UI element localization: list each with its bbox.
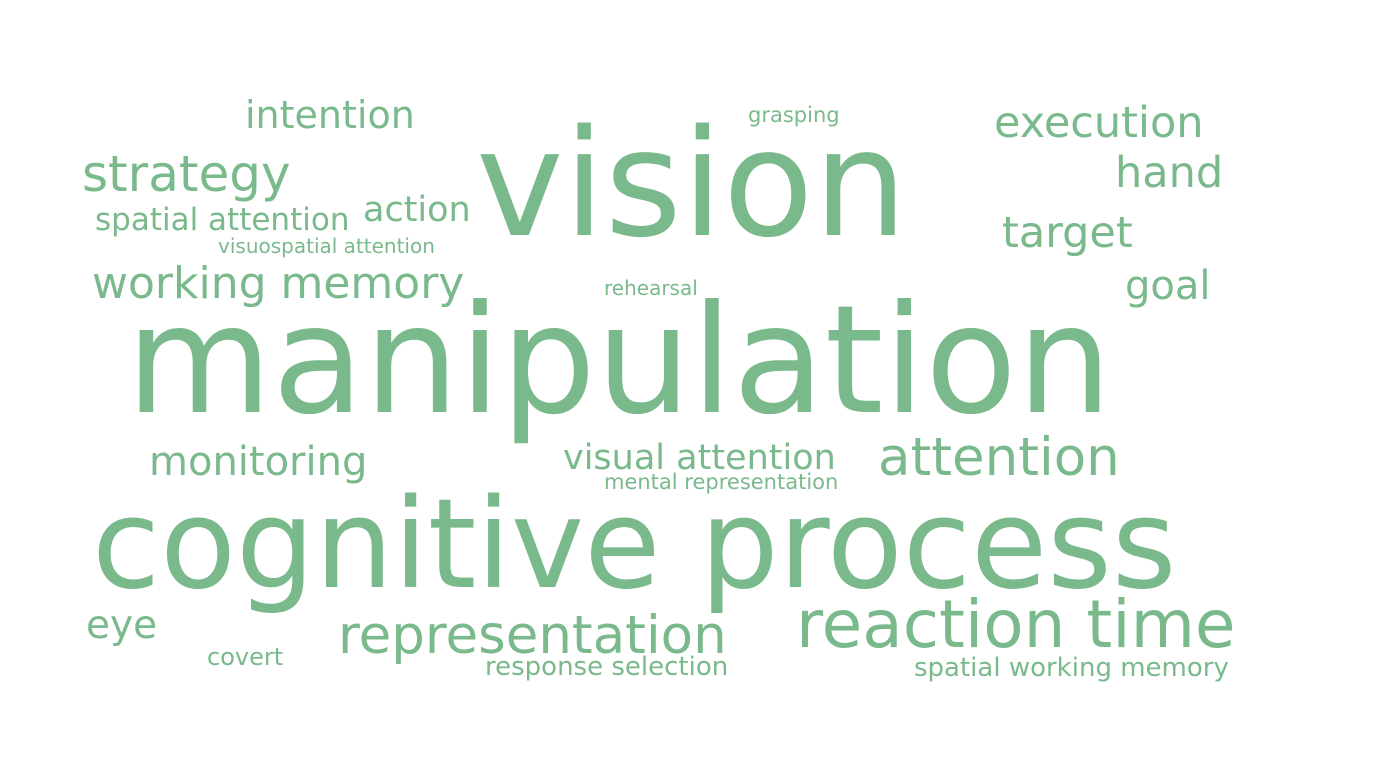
word-attention: attention (878, 427, 1120, 488)
word-intention: intention (245, 93, 415, 137)
word-goal: goal (1125, 263, 1211, 309)
word-response-selection: response selection (485, 652, 729, 682)
word-spatial-attention: spatial attention (95, 202, 350, 238)
word-eye: eye (86, 603, 158, 648)
word-grasping: grasping (748, 103, 840, 127)
word-rehearsal: rehearsal (604, 276, 698, 300)
word-manipulation: manipulation (126, 274, 1112, 448)
word-covert: covert (207, 643, 284, 671)
word-action: action (363, 190, 471, 230)
word-strategy: strategy (82, 145, 291, 203)
word-visuospatial-attention: visuospatial attention (218, 234, 435, 258)
word-cognitive-process: cognitive process (92, 473, 1177, 617)
word-monitoring: monitoring (149, 439, 368, 485)
word-execution: execution (994, 98, 1204, 148)
word-representation: representation (338, 605, 727, 666)
word-hand: hand (1115, 148, 1224, 198)
word-vision: vision (476, 98, 908, 270)
word-working-memory: working memory (92, 258, 465, 309)
word-visual-attention: visual attention (563, 438, 836, 478)
word-target: target (1002, 208, 1133, 258)
word-spatial-working-memory: spatial working memory (914, 653, 1229, 683)
word-mental-representation: mental representation (604, 470, 839, 494)
word-reaction-time: reaction time (796, 586, 1236, 663)
